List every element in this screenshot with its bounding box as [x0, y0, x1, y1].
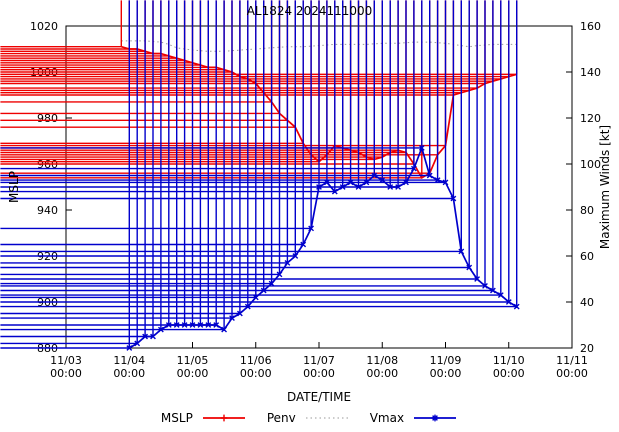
svg-text:00:00: 00:00 — [177, 367, 209, 380]
svg-text:11/09: 11/09 — [430, 354, 462, 367]
svg-text:11/10: 11/10 — [493, 354, 525, 367]
svg-text:60: 60 — [580, 250, 594, 263]
svg-text:20: 20 — [580, 342, 594, 355]
legend-sample-mslp — [202, 414, 245, 422]
legend: MSLP Penv Vmax — [0, 411, 619, 425]
svg-text:160: 160 — [580, 20, 601, 33]
left-axis-label: MSLP — [7, 171, 21, 203]
svg-text:120: 120 — [580, 112, 601, 125]
svg-text:11/11: 11/11 — [556, 354, 588, 367]
svg-text:80: 80 — [580, 204, 594, 217]
legend-sample-vmax — [414, 414, 457, 422]
svg-text:11/08: 11/08 — [366, 354, 398, 367]
series-vmax — [0, 0, 520, 351]
svg-text:11/04: 11/04 — [113, 354, 145, 367]
legend-sample-penv — [305, 417, 348, 419]
legend-label-penv: Penv — [266, 411, 296, 425]
legend-label-vmax: Vmax — [369, 411, 405, 425]
svg-text:11/06: 11/06 — [240, 354, 272, 367]
svg-text:11/03: 11/03 — [50, 354, 82, 367]
svg-text:140: 140 — [580, 66, 601, 79]
series-mslp — [0, 0, 518, 179]
legend-label-mslp: MSLP — [160, 411, 193, 425]
svg-text:40: 40 — [580, 296, 594, 309]
svg-text:980: 980 — [37, 112, 58, 125]
svg-text:11/07: 11/07 — [303, 354, 335, 367]
svg-text:100: 100 — [580, 158, 601, 171]
svg-text:00:00: 00:00 — [493, 367, 525, 380]
svg-text:11/05: 11/05 — [177, 354, 209, 367]
svg-text:00:00: 00:00 — [556, 367, 588, 380]
svg-text:00:00: 00:00 — [430, 367, 462, 380]
svg-text:940: 940 — [37, 204, 58, 217]
svg-text:00:00: 00:00 — [240, 367, 272, 380]
legend-item-vmax: Vmax — [370, 411, 458, 425]
x-ticks: 11/0300:0011/0400:0011/0500:0011/0600:00… — [50, 26, 588, 380]
svg-text:00:00: 00:00 — [50, 367, 82, 380]
legend-item-mslp: MSLP — [161, 411, 247, 425]
right-axis-label: Maximum Winds [kt] — [598, 124, 612, 250]
x-axis-label: DATE/TIME — [286, 390, 352, 404]
chart-title: AL1824 2024111000 — [246, 4, 373, 18]
svg-text:00:00: 00:00 — [113, 367, 145, 380]
svg-text:00:00: 00:00 — [366, 367, 398, 380]
legend-item-penv: Penv — [267, 411, 350, 425]
svg-text:00:00: 00:00 — [303, 367, 335, 380]
svg-text:1020: 1020 — [30, 20, 58, 33]
